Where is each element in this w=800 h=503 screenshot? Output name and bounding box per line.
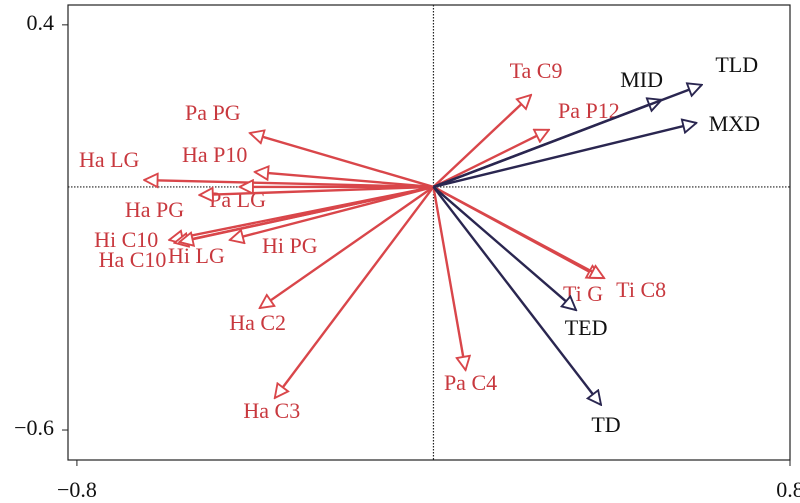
arrow — [199, 185, 434, 195]
arrow — [250, 133, 434, 189]
arrow — [432, 95, 531, 188]
x-tick-label: −0.8 — [57, 477, 97, 502]
arrow — [260, 185, 435, 308]
arrow-label: MID — [620, 67, 663, 92]
arrow — [230, 185, 434, 240]
arrow-label: Hi PG — [262, 233, 318, 258]
arrow-label: Ha C3 — [243, 398, 300, 423]
arrow-label: Pa C4 — [444, 370, 497, 395]
arrow — [179, 185, 434, 242]
arrow-label: Ta C9 — [510, 58, 563, 83]
arrow — [432, 128, 548, 188]
arrow — [255, 172, 434, 189]
arrow-label: MXD — [709, 111, 760, 136]
y-tick-label: 0.4 — [27, 10, 55, 35]
arrow-label: Ha C2 — [229, 310, 286, 335]
arrow-label: Pa PG — [185, 100, 241, 125]
arrow — [432, 186, 465, 370]
arrow-label: Ti C8 — [616, 277, 666, 302]
arrow-label: TD — [591, 412, 620, 437]
plot-frame — [67, 4, 791, 461]
arrow — [433, 85, 701, 189]
arrow — [432, 186, 576, 310]
arrow-label: TLD — [715, 52, 758, 77]
arrow — [275, 186, 435, 398]
arrow-label: TED — [565, 315, 608, 340]
arrow — [433, 123, 696, 189]
arrow-label: Hi C10 — [94, 227, 158, 252]
y-tick-label: −0.6 — [14, 415, 54, 440]
arrow-label: Pa LG — [209, 187, 266, 212]
x-tick-label: 0.8 — [776, 477, 800, 502]
arrow-label: Ha PG — [125, 197, 184, 222]
arrow-label: Ha C10 — [99, 247, 167, 272]
arrow-label: Ha P10 — [182, 142, 247, 167]
arrow-label: Ti G — [563, 281, 603, 306]
arrow-label: Ha LG — [79, 147, 140, 172]
arrow — [432, 186, 601, 405]
arrow — [432, 185, 604, 280]
arrow-label: Hi LG — [168, 243, 225, 268]
